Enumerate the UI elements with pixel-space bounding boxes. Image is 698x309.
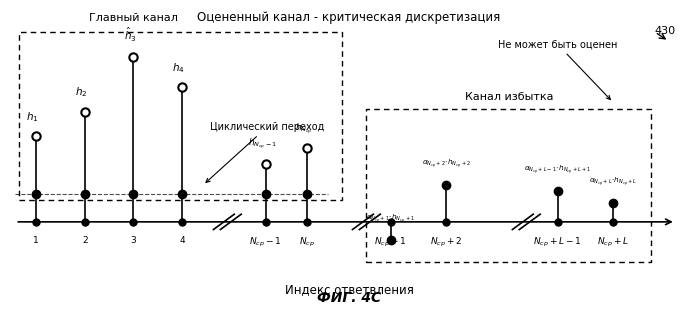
Text: $h_1$: $h_1$: [27, 110, 39, 124]
Text: 2: 2: [82, 236, 88, 245]
Text: Канал избытка: Канал избытка: [465, 92, 553, 103]
Text: Не может быть оценен: Не может быть оценен: [498, 39, 617, 99]
Text: $\alpha_{N_{cp}+L}\!\cdot\!h_{N_{cp}+L}$: $\alpha_{N_{cp}+L}\!\cdot\!h_{N_{cp}+L}$: [589, 176, 637, 188]
Text: 4: 4: [179, 236, 185, 245]
Text: $N_{cp}$: $N_{cp}$: [299, 236, 315, 249]
Text: Индекс ответвления: Индекс ответвления: [285, 283, 413, 296]
Text: $N_{cp}+1$: $N_{cp}+1$: [375, 236, 407, 249]
Text: Главный канал: Главный канал: [89, 13, 178, 23]
Text: $N_{cp}+L$: $N_{cp}+L$: [597, 236, 629, 249]
Text: $h_{N_{cp}}$: $h_{N_{cp}}$: [295, 121, 313, 136]
Text: $\alpha_{N_{cp}+L-1}\!\cdot\!h_{N_{cp}+L+1}$: $\alpha_{N_{cp}+L-1}\!\cdot\!h_{N_{cp}+L…: [524, 163, 591, 176]
Text: $N_{cp}-1$: $N_{cp}-1$: [249, 236, 282, 249]
Text: ФИГ. 4C: ФИГ. 4C: [317, 290, 381, 305]
Text: $h_2$: $h_2$: [75, 86, 87, 99]
Text: 430: 430: [655, 26, 676, 36]
Text: Оцененный канал - критическая дискретизация: Оцененный канал - критическая дискретиза…: [198, 11, 500, 23]
Text: $h_4$: $h_4$: [172, 61, 185, 75]
Text: 3: 3: [131, 236, 136, 245]
Text: $\alpha_{N_{cp}+1}\!\cdot\!h_{N_{cp}+1}$: $\alpha_{N_{cp}+1}\!\cdot\!h_{N_{cp}+1}$: [366, 212, 415, 225]
Text: $\alpha_{N_{cp}+2}\!\cdot\!h_{N_{cp}+2}$: $\alpha_{N_{cp}+2}\!\cdot\!h_{N_{cp}+2}$: [422, 157, 471, 170]
Text: $N_{cp}+L-1$: $N_{cp}+L-1$: [533, 236, 582, 249]
Text: 1: 1: [34, 236, 39, 245]
Text: $h_{N_{cp}-1}$: $h_{N_{cp}-1}$: [248, 137, 276, 151]
Text: Циклический переход: Циклический переход: [206, 122, 325, 182]
Text: $\hat{h}_3$: $\hat{h}_3$: [124, 26, 136, 44]
Text: $N_{cp}+2$: $N_{cp}+2$: [430, 236, 463, 249]
